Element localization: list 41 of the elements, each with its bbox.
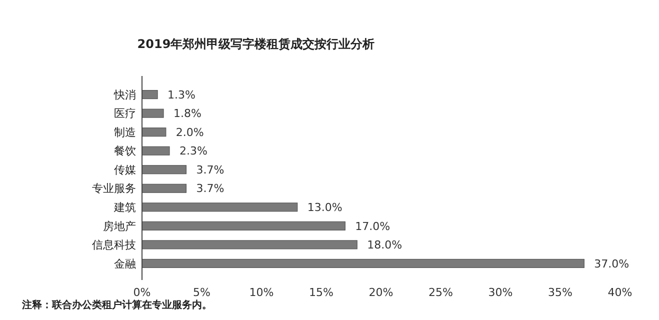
text: 注释：联合办公类租户计算在专业服务内。 (21, 299, 212, 311)
y-tick-label: 房地产 (103, 220, 136, 233)
data-label: 13.0% (307, 201, 342, 214)
y-tick-label: 传媒 (114, 163, 136, 176)
x-tick-label: 0% (133, 286, 151, 299)
bar (142, 221, 346, 230)
data-label: 1.3% (168, 88, 196, 102)
bar (142, 202, 298, 212)
bar (142, 258, 584, 268)
bar (142, 184, 187, 193)
data-label: 3.7% (196, 163, 224, 176)
y-tick-label: 金融 (114, 257, 136, 270)
data-label: 37.0% (594, 257, 630, 270)
bar (142, 240, 358, 250)
x-tick-label: 15% (309, 286, 334, 299)
data-label: 2.3% (179, 144, 208, 158)
x-tick-label: 40% (608, 286, 632, 299)
data-label: 18.0% (367, 238, 402, 252)
data-label: 17.0% (355, 220, 390, 233)
y-tick-label: 专业服务 (92, 182, 136, 196)
data-label: 2.0% (176, 126, 204, 139)
bar (142, 128, 166, 137)
bar (142, 146, 170, 156)
bar (142, 108, 164, 118)
bar (142, 90, 158, 100)
bar (142, 165, 187, 174)
y-tick-label: 餐饮 (114, 144, 136, 158)
x-tick-label: 20% (368, 286, 394, 299)
chart-title: 2019年郑州甲级写字楼租赁成交按行业分析 (137, 37, 375, 51)
data-label: 1.8% (174, 107, 202, 120)
y-tick-label: 建筑 (113, 201, 136, 214)
x-tick-label: 25% (428, 286, 453, 299)
y-tick-label: 快消 (113, 88, 136, 102)
x-tick-label: 10% (249, 286, 274, 299)
data-label: 3.7% (196, 182, 224, 196)
x-tick-label: 5% (193, 286, 210, 299)
y-tick-label: 制造 (114, 126, 136, 139)
y-tick-label: 信息科技 (92, 238, 136, 252)
y-tick-label: 医疗 (114, 107, 136, 120)
x-tick-label: 35% (548, 286, 572, 299)
x-tick-label: 30% (488, 286, 513, 299)
